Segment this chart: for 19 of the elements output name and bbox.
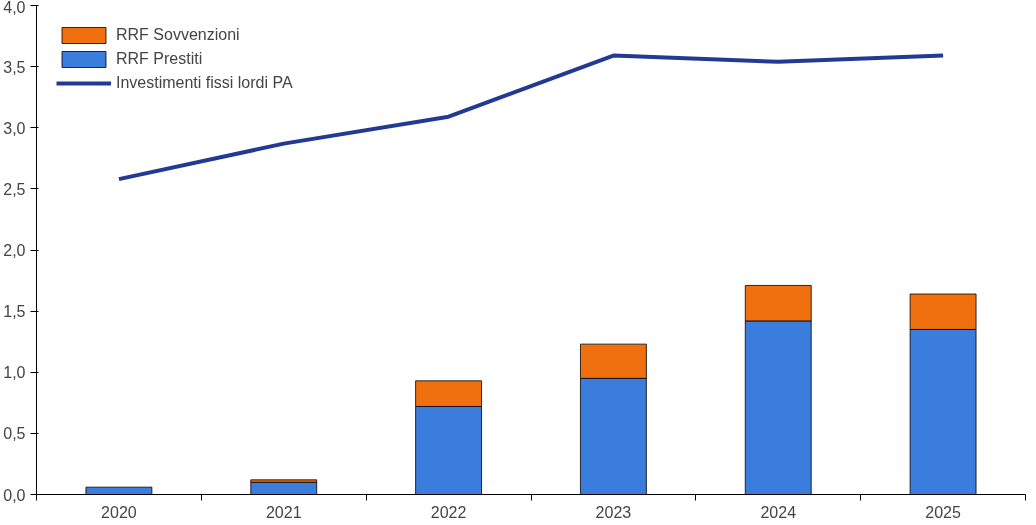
x-tick-label: 2023	[595, 503, 632, 521]
x-tick-label: 2025	[925, 503, 961, 521]
y-tick-label: 3,5	[3, 58, 26, 76]
x-tick-label: 2020	[101, 503, 137, 521]
y-tick-label: 1,0	[3, 364, 26, 382]
y-tick-label: 0,5	[3, 425, 26, 443]
legend-label: Investimenti fissi lordi PA	[116, 74, 293, 92]
y-tick-label: 2,0	[3, 242, 26, 259]
legend-label: RRF Sovvenzioni	[116, 26, 240, 44]
y-tick-label: 3,0	[3, 119, 26, 137]
legend-label: RRF Prestiti	[116, 50, 203, 68]
y-tick-label: 1,5	[3, 303, 26, 321]
x-tick-label: 2024	[760, 503, 797, 521]
y-tick-label: 0,0	[3, 486, 26, 504]
y-tick-label: 4,0	[3, 0, 26, 16]
line-series	[116, 53, 946, 182]
x-tick-label: 2021	[265, 503, 302, 521]
y-tick-label: 2,5	[3, 180, 26, 198]
x-tick-label: 2022	[430, 503, 467, 521]
